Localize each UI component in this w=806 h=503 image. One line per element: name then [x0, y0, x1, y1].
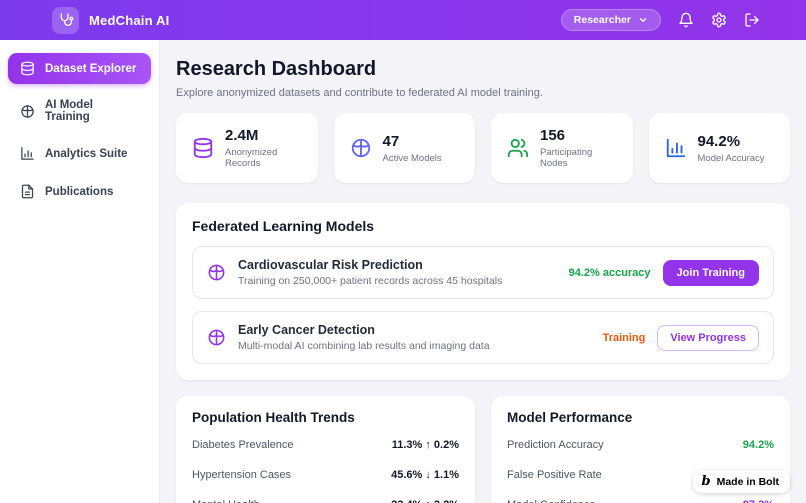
- sidebar-item-publications[interactable]: Publications: [8, 176, 151, 207]
- sidebar-item-ai-model-training[interactable]: AI Model Training: [8, 91, 151, 131]
- made-in-bolt-badge[interactable]: b Made in Bolt: [693, 470, 790, 493]
- sidebar-item-label: Publications: [45, 185, 114, 198]
- top-header: MedChain AI Researcher: [0, 0, 806, 40]
- stat-value: 47: [382, 132, 400, 150]
- stat-label: Active Models: [382, 152, 442, 164]
- model-description: Training on 250,000+ patient records acr…: [238, 275, 503, 287]
- metric-value: 45.6% ↓ 1.1%: [391, 469, 459, 481]
- role-selector[interactable]: Researcher: [560, 9, 661, 31]
- metric-value: 94.2%: [742, 439, 774, 451]
- document-icon: [21, 184, 34, 199]
- brand: MedChain AI: [52, 6, 170, 34]
- stat-value: 2.4M: [225, 127, 259, 144]
- metric-value: 87.3%: [743, 499, 774, 503]
- bar-chart-icon: [21, 147, 34, 160]
- model-row-cardiovascular-risk-prediction: Cardiovascular Risk Prediction Training …: [192, 246, 774, 299]
- stat-value: 94.2%: [697, 132, 741, 150]
- model-description: Multi-modal AI combining lab results and…: [238, 340, 490, 352]
- sidebar-item-label: Dataset Explorer: [45, 62, 137, 75]
- page-title: Research Dashboard: [176, 58, 377, 80]
- stat-value: 156: [540, 127, 566, 144]
- stat-label: Participating Nodes: [540, 147, 593, 169]
- metric-label: Prediction Accuracy: [507, 439, 604, 451]
- bell-icon: [679, 12, 693, 28]
- role-selector-value: Researcher: [573, 14, 631, 26]
- model-row-early-cancer-detection: Early Cancer Detection Multi-modal AI co…: [192, 311, 774, 364]
- chevron-down-icon: [639, 18, 647, 22]
- stat-label: Anonymized Records: [225, 147, 278, 169]
- header-actions: Researcher: [560, 9, 760, 31]
- stat-card-participating-nodes: 156 Participating Nodes: [491, 113, 633, 183]
- database-icon: [21, 61, 34, 76]
- stethoscope-icon: [52, 6, 79, 34]
- performance-row-prediction-accuracy: Prediction Accuracy 94.2%: [507, 430, 774, 460]
- sidebar-item-analytics-suite[interactable]: Analytics Suite: [8, 138, 151, 169]
- view-progress-button[interactable]: View Progress: [657, 324, 759, 351]
- made-in-bolt-label: Made in Bolt: [716, 475, 779, 488]
- federated-models-title: Federated Learning Models: [192, 218, 375, 234]
- logout-button[interactable]: [744, 12, 760, 28]
- model-status-badge: 94.2% accuracy: [568, 266, 651, 279]
- stat-card-model-accuracy: 94.2% Model Accuracy: [648, 113, 790, 183]
- trend-row-mental-health: Mental Health 23.4% ↑ 3.2%: [192, 490, 459, 503]
- database-icon: [192, 137, 214, 159]
- stat-label: Model Accuracy: [697, 152, 765, 164]
- bar-chart-icon: [665, 137, 687, 159]
- metric-value: 23.4% ↑ 3.2%: [391, 499, 459, 503]
- trend-row-diabetes: Diabetes Prevalence 11.3% ↑ 0.2%: [192, 430, 459, 460]
- sidebar-item-label: AI Model Training: [45, 99, 93, 123]
- metric-label: Mental Health: [192, 499, 260, 503]
- gear-icon: [712, 12, 726, 28]
- performance-title: Model Performance: [507, 410, 633, 425]
- sidebar: Dataset Explorer AI Model Training Analy…: [0, 40, 160, 503]
- bolt-logo-icon: b: [701, 474, 711, 489]
- sidebar-item-label: Analytics Suite: [45, 147, 128, 160]
- population-health-trends-panel: Population Health Trends Diabetes Preval…: [176, 396, 475, 503]
- users-icon: [507, 137, 529, 159]
- page-subtitle: Explore anonymized datasets and contribu…: [176, 87, 543, 99]
- logout-icon: [745, 13, 759, 27]
- metric-label: False Positive Rate: [507, 469, 602, 481]
- stats-grid: 2.4M Anonymized Records 47 Active Models: [176, 113, 790, 183]
- brain-icon: [21, 104, 34, 118]
- main-content: Research Dashboard Explore anonymized da…: [160, 40, 806, 503]
- stat-card-active-models: 47 Active Models: [333, 113, 475, 183]
- model-name: Cardiovascular Risk Prediction: [238, 258, 423, 272]
- brain-icon: [207, 263, 226, 282]
- trend-row-hypertension: Hypertension Cases 45.6% ↓ 1.1%: [192, 460, 459, 490]
- trends-title: Population Health Trends: [192, 410, 355, 425]
- metric-label: Hypertension Cases: [192, 469, 292, 481]
- metric-label: Diabetes Prevalence: [192, 439, 294, 451]
- brain-icon: [207, 328, 226, 347]
- performance-row-model-confidence: Model Confidence 87.3%: [507, 490, 774, 503]
- metric-label: Model Confidence: [507, 499, 596, 503]
- metric-value: 11.3% ↑ 0.2%: [391, 439, 459, 451]
- settings-button[interactable]: [711, 12, 727, 28]
- brain-icon: [350, 137, 372, 159]
- model-status-badge: Training: [602, 331, 646, 344]
- join-training-button[interactable]: Join Training: [662, 259, 759, 286]
- sidebar-item-dataset-explorer[interactable]: Dataset Explorer: [8, 53, 151, 84]
- stat-card-anonymized-records: 2.4M Anonymized Records: [176, 113, 318, 183]
- notifications-button[interactable]: [678, 12, 694, 28]
- app-title: MedChain AI: [89, 12, 170, 28]
- federated-models-panel: Federated Learning Models Cardiovascular…: [176, 203, 790, 380]
- model-name: Early Cancer Detection: [238, 323, 375, 337]
